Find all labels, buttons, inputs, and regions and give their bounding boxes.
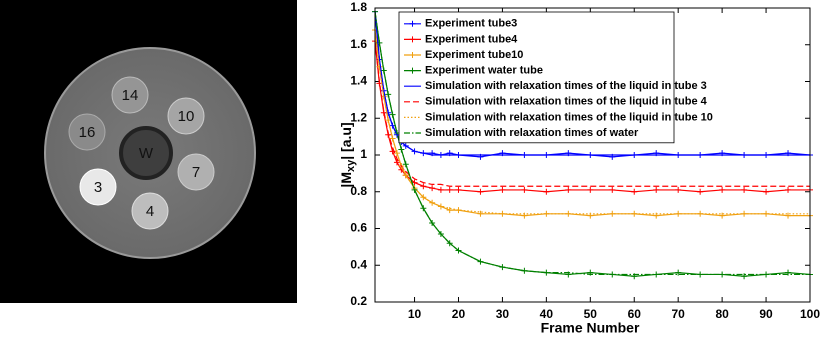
x-tick-label: 90 xyxy=(759,307,773,321)
legend-marker xyxy=(409,52,416,58)
y-label-main: |M xyxy=(338,172,354,188)
tube xyxy=(68,113,106,151)
y-label-sub: xy xyxy=(345,159,357,172)
series-marker xyxy=(420,194,427,201)
y-tick-label: 0.4 xyxy=(350,257,367,271)
series-line xyxy=(374,29,810,215)
series-line xyxy=(374,41,810,193)
tube xyxy=(79,168,117,206)
chart: Frame Number |Mxy| [a.u] 10 20 30 40 50 60 70 8… xyxy=(338,0,821,336)
y-tick-label: 1.2 xyxy=(350,110,367,124)
series-marker xyxy=(785,186,792,193)
x-tick-label: 60 xyxy=(628,307,642,321)
series-marker xyxy=(675,186,682,193)
series-line xyxy=(374,11,810,276)
series-marker xyxy=(455,186,462,193)
series-marker xyxy=(446,207,453,214)
y-tick-label: 1 xyxy=(360,147,367,161)
x-tick-label: 40 xyxy=(540,307,554,321)
series-marker xyxy=(741,186,748,193)
y-tick-label: 0.6 xyxy=(350,221,367,235)
series-marker xyxy=(499,186,506,193)
series-marker xyxy=(429,199,436,206)
phantom-image: 14 10 16 W 7 3 4 xyxy=(0,0,297,303)
legend-label: Simulation with relaxation times of wate… xyxy=(425,127,639,139)
tube xyxy=(167,97,205,135)
series-line xyxy=(374,11,810,156)
legend-marker xyxy=(409,36,416,43)
series-marker xyxy=(411,186,418,193)
legend-label: Experiment tube10 xyxy=(425,49,523,61)
tube-label: 3 xyxy=(94,179,102,196)
series-marker xyxy=(429,185,436,192)
series-marker xyxy=(402,172,409,179)
legend-label: Simulation with relaxation times of the … xyxy=(425,96,708,108)
series-marker xyxy=(653,186,660,193)
x-tick-label: 10 xyxy=(408,307,422,321)
series-marker xyxy=(543,188,550,195)
legend-label: Simulation with relaxation times of the … xyxy=(425,80,707,92)
series-marker xyxy=(609,186,616,193)
series-marker xyxy=(587,186,594,193)
tube xyxy=(131,192,169,230)
tube-label: 10 xyxy=(178,108,195,125)
x-tick-label: 80 xyxy=(715,307,729,321)
series-marker xyxy=(437,186,444,193)
series-marker xyxy=(565,186,572,193)
series-marker xyxy=(420,183,427,190)
tube-label: 7 xyxy=(192,164,200,181)
legend-label: Experiment tube3 xyxy=(425,18,517,30)
tube-label: W xyxy=(139,145,154,162)
series-marker xyxy=(785,212,792,219)
water-tube xyxy=(119,126,173,180)
series-marker xyxy=(477,188,484,195)
y-tick-label: 1.4 xyxy=(350,74,367,88)
tube xyxy=(177,153,215,191)
series-line xyxy=(374,41,810,187)
tube xyxy=(111,76,149,114)
y-label-rest: | [a.u] xyxy=(338,122,354,159)
series-marker xyxy=(420,205,427,212)
tube-label: 14 xyxy=(122,87,139,104)
series-marker xyxy=(446,186,453,193)
series-marker xyxy=(521,186,528,193)
series-marker xyxy=(719,186,726,193)
x-axis-label: Frame Number xyxy=(541,320,640,336)
y-axis-label: |Mxy| [a.u] xyxy=(338,122,357,187)
series-marker xyxy=(719,212,726,219)
series-marker xyxy=(697,188,704,195)
y-tick-label: 0.8 xyxy=(350,184,367,198)
series-marker xyxy=(631,188,638,195)
series-marker xyxy=(477,210,484,217)
legend-marker xyxy=(409,67,416,74)
series-marker xyxy=(393,159,400,166)
tube-label: 4 xyxy=(146,203,154,220)
series-marker xyxy=(763,188,770,195)
tube-label: 16 xyxy=(79,124,96,141)
x-tick-label: 100 xyxy=(800,307,820,321)
y-tick-label: 1.6 xyxy=(350,37,367,51)
legend-box xyxy=(398,11,675,144)
x-tick-label: 70 xyxy=(672,307,686,321)
series-marker xyxy=(741,273,748,280)
x-tick-label: 20 xyxy=(452,307,466,321)
x-tick-label: 50 xyxy=(584,307,598,321)
axes-box xyxy=(374,7,811,303)
legend-label: Simulation with relaxation times of the … xyxy=(425,111,713,123)
y-tick-label: 1.8 xyxy=(350,0,367,14)
legend-label: Experiment tube4 xyxy=(425,33,518,45)
y-tick-label: 0.2 xyxy=(350,294,367,308)
series-marker xyxy=(675,269,682,276)
x-tick-label: 30 xyxy=(496,307,510,321)
legend-label: Experiment water tube xyxy=(425,65,543,77)
legend-marker xyxy=(409,20,416,27)
